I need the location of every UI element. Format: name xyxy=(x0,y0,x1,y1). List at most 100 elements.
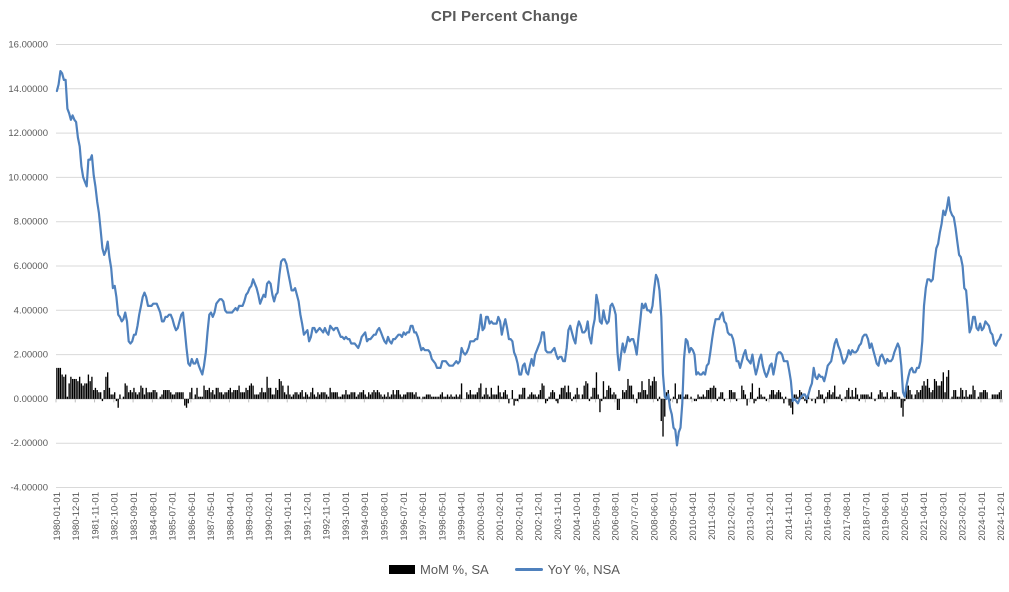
mom-bar xyxy=(907,385,909,399)
mom-bar xyxy=(105,376,107,399)
mom-bar xyxy=(453,396,456,399)
x-tick-label: 2004-10-01 xyxy=(572,492,583,541)
mom-bar xyxy=(839,394,841,399)
mom-bar xyxy=(234,390,237,399)
mom-bar xyxy=(494,394,496,399)
mom-bar xyxy=(855,387,857,399)
mom-bar xyxy=(325,394,328,399)
mom-bar xyxy=(77,381,79,399)
x-tick-label: 2009-05-01 xyxy=(669,492,680,541)
mom-bar xyxy=(178,392,181,399)
mom-bar xyxy=(623,392,626,399)
mom-bar xyxy=(310,392,312,399)
mom-bar xyxy=(220,392,223,399)
mom-bar xyxy=(338,396,340,399)
x-tick-label: 2021-04-01 xyxy=(919,492,930,541)
mom-bar xyxy=(215,387,217,399)
mom-bar xyxy=(823,398,825,404)
mom-bar xyxy=(695,398,697,402)
mom-bar xyxy=(981,392,983,399)
mom-bar xyxy=(73,378,76,399)
mom-bar xyxy=(604,396,606,399)
mom-bar xyxy=(406,392,408,399)
y-tick-label: 8.00000 xyxy=(14,217,48,228)
mom-bar xyxy=(923,381,925,399)
mom-bar xyxy=(164,390,167,399)
mom-bar xyxy=(713,385,715,399)
mom-bar xyxy=(264,392,267,399)
mom-bar xyxy=(723,398,726,402)
mom-bar xyxy=(276,390,279,399)
mom-bar xyxy=(658,396,661,399)
mom-bar xyxy=(933,378,936,399)
mom-bar xyxy=(259,392,261,399)
mom-bar xyxy=(222,394,224,399)
x-tick-label: 1993-10-01 xyxy=(341,492,352,541)
mom-bar xyxy=(166,390,168,399)
mom-bar xyxy=(543,385,545,399)
y-tick-label: 2.00000 xyxy=(14,350,48,361)
mom-bar xyxy=(396,390,398,399)
mom-bar xyxy=(224,392,226,399)
mom-bar xyxy=(865,394,867,399)
mom-bar xyxy=(741,385,743,399)
mom-bar xyxy=(114,392,116,399)
mom-bar xyxy=(89,381,91,399)
mom-bar xyxy=(194,394,196,399)
mom-bar xyxy=(583,385,585,399)
mom-bar xyxy=(984,390,987,399)
mom-bar xyxy=(918,392,920,399)
mom-bar xyxy=(257,394,260,399)
mom-bar xyxy=(522,387,524,399)
mom-bar xyxy=(699,396,701,399)
x-tick-label: 2016-09-01 xyxy=(823,492,834,541)
x-tick-label: 1986-06-01 xyxy=(187,492,198,541)
mom-bar xyxy=(576,387,578,399)
mom-bar xyxy=(718,396,720,399)
x-tick-label: 1994-09-01 xyxy=(360,492,371,541)
mom-bar xyxy=(283,392,286,399)
mom-bar xyxy=(469,390,471,399)
mom-bar xyxy=(68,383,70,399)
mom-bar xyxy=(602,381,605,399)
mom-bar xyxy=(429,394,431,399)
mom-bar xyxy=(129,390,132,399)
mom-bar xyxy=(203,385,205,399)
mom-bar xyxy=(92,390,95,399)
mom-bar xyxy=(674,383,676,399)
mom-bar xyxy=(408,392,410,399)
mom-bar xyxy=(262,392,265,399)
mom-bar xyxy=(502,392,505,399)
mom-bar xyxy=(967,396,969,399)
mom-bar xyxy=(511,390,514,399)
mom-bar xyxy=(63,376,65,399)
mom-bar xyxy=(513,398,515,406)
mom-bar xyxy=(332,392,335,399)
mom-bar xyxy=(233,390,235,399)
mom-bar xyxy=(245,387,247,399)
mom-bar xyxy=(898,396,901,399)
mom-bar xyxy=(467,394,470,399)
mom-bar xyxy=(630,385,633,399)
x-tick-label: 1983-09-01 xyxy=(129,492,140,541)
mom-bar xyxy=(709,387,711,399)
mom-bar xyxy=(970,394,973,399)
mom-bar xyxy=(119,394,121,399)
mom-bar xyxy=(217,387,219,399)
mom-bar xyxy=(555,398,557,402)
x-tick-label: 1999-04-01 xyxy=(457,492,468,541)
mom-bar xyxy=(835,396,838,399)
mom-bar xyxy=(565,392,568,399)
mom-bar xyxy=(240,392,242,399)
mom-bar xyxy=(425,394,428,399)
mom-bar xyxy=(590,396,592,399)
mom-bar xyxy=(364,394,366,399)
x-tick-label: 2002-01-01 xyxy=(514,492,525,541)
mom-bar xyxy=(972,385,974,399)
mom-bar xyxy=(163,390,165,399)
mom-bar xyxy=(431,396,433,399)
mom-bar xyxy=(294,392,296,399)
mom-bar xyxy=(112,394,114,399)
mom-bar xyxy=(618,398,620,410)
legend-label-yoy: YoY %, NSA xyxy=(547,562,620,577)
